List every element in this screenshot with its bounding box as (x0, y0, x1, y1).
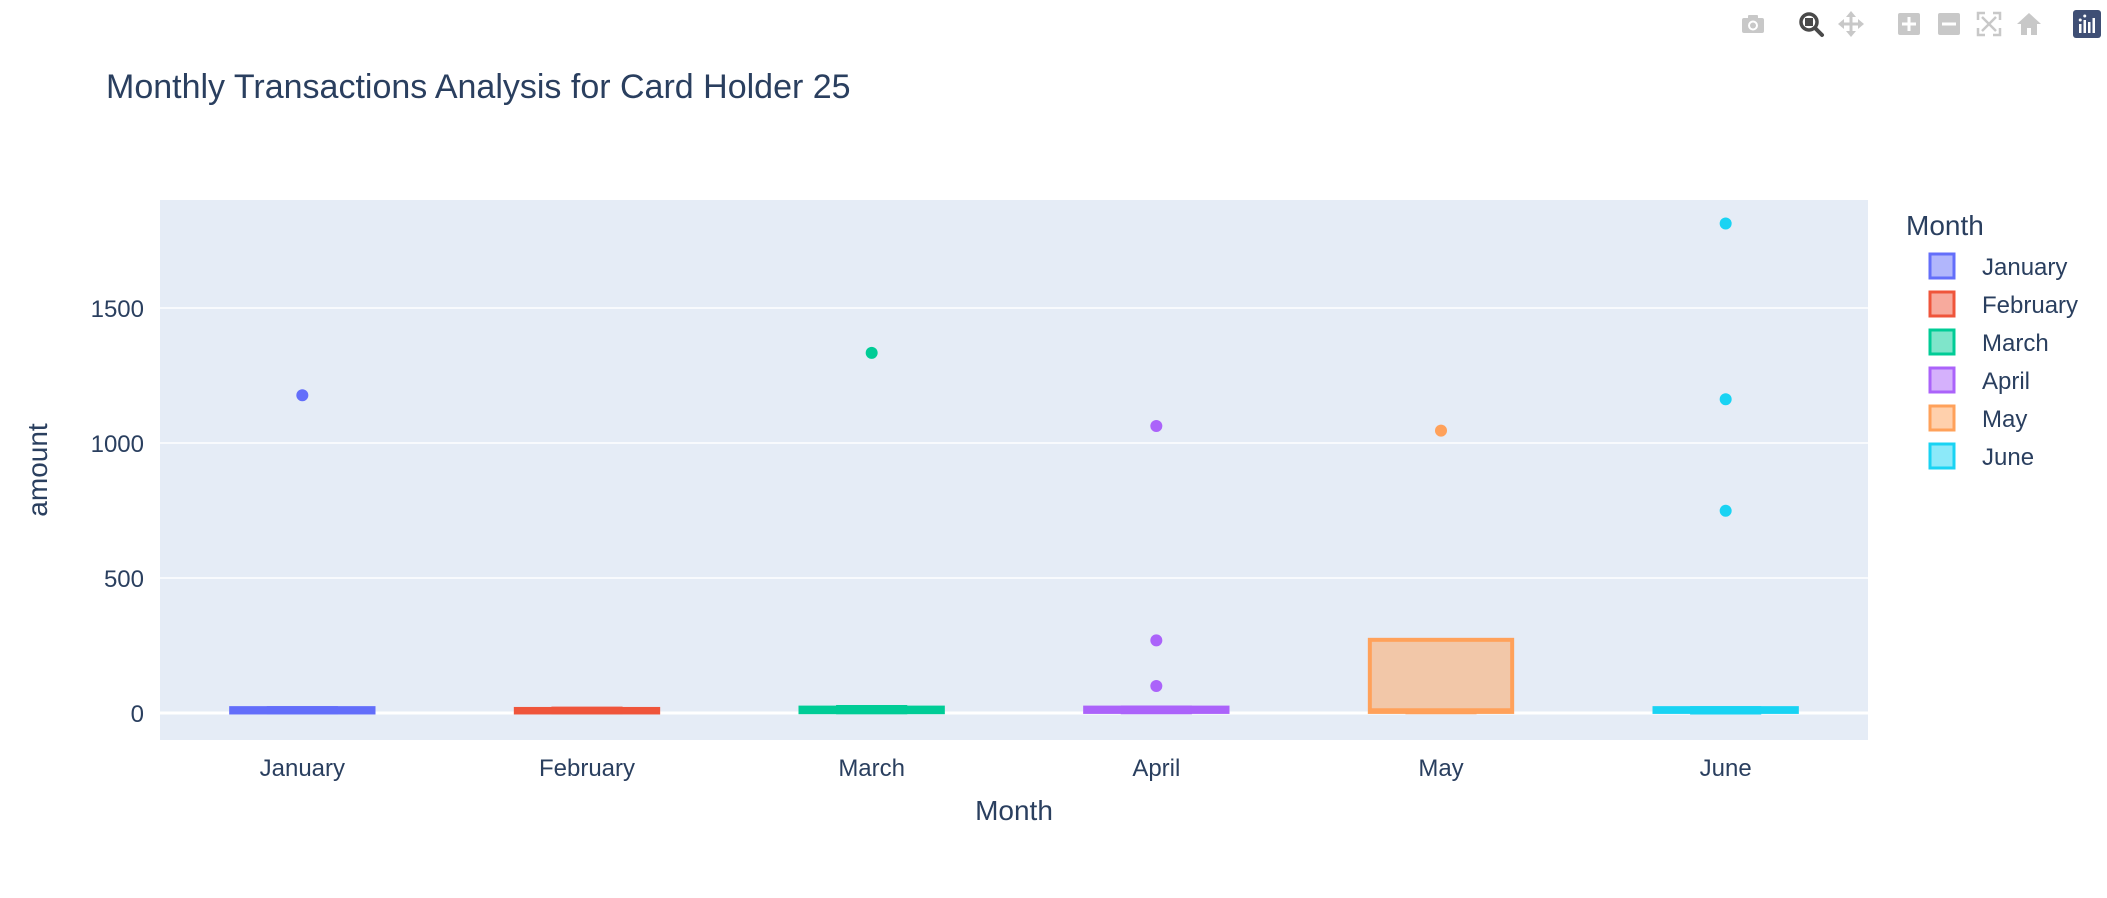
y-tick-label: 0 (131, 701, 144, 728)
chart-title: Monthly Transactions Analysis for Card H… (106, 68, 851, 106)
legend-item-april[interactable]: April (1930, 368, 2030, 395)
legend-item-february[interactable]: February (1930, 292, 2078, 319)
box-body (1370, 640, 1512, 712)
y-tick-label: 1000 (91, 431, 144, 458)
x-tick-label: May (1418, 755, 1463, 782)
outlier-point[interactable] (1720, 217, 1732, 229)
legend-item-may[interactable]: May (1930, 406, 2027, 433)
x-tick-label: January (260, 755, 345, 782)
outlier-point[interactable] (296, 389, 308, 401)
outlier-point[interactable] (866, 347, 878, 359)
legend: Month January February March April May June (1906, 210, 2078, 471)
legend-label: June (1982, 444, 2034, 471)
legend-item-march[interactable]: March (1930, 330, 2049, 357)
legend-label: May (1982, 406, 2027, 433)
legend-swatch (1930, 330, 1954, 354)
outlier-point[interactable] (1435, 425, 1447, 437)
outlier-point[interactable] (1150, 680, 1162, 692)
legend-swatch (1930, 368, 1954, 392)
x-tick-label: June (1700, 755, 1752, 782)
legend-swatch (1930, 406, 1954, 430)
legend-swatch (1930, 292, 1954, 316)
x-tick-label: April (1132, 755, 1180, 782)
y-tick-label: 500 (104, 566, 144, 593)
y-tick-label: 1500 (91, 296, 144, 323)
legend-label: March (1982, 330, 2049, 357)
x-tick-labels: January February March April May June (260, 755, 1752, 782)
outlier-point[interactable] (1150, 420, 1162, 432)
legend-label: January (1982, 254, 2067, 281)
legend-item-june[interactable]: June (1930, 444, 2034, 471)
legend-item-january[interactable]: January (1930, 254, 2067, 281)
outlier-point[interactable] (1150, 634, 1162, 646)
legend-swatch (1930, 254, 1954, 278)
box-february[interactable] (516, 708, 658, 713)
legend-label: February (1982, 292, 2078, 319)
x-axis-title: Month (975, 795, 1053, 826)
plot-background (160, 200, 1868, 740)
legend-swatch (1930, 444, 1954, 468)
y-tick-labels: 0 500 1000 1500 (91, 296, 144, 728)
x-tick-label: February (539, 755, 635, 782)
x-tick-label: March (838, 755, 905, 782)
legend-title: Month (1906, 210, 1984, 241)
legend-label: April (1982, 368, 2030, 395)
outlier-point[interactable] (1720, 505, 1732, 517)
y-axis-title: amount (22, 423, 53, 517)
outlier-point[interactable] (1720, 393, 1732, 405)
